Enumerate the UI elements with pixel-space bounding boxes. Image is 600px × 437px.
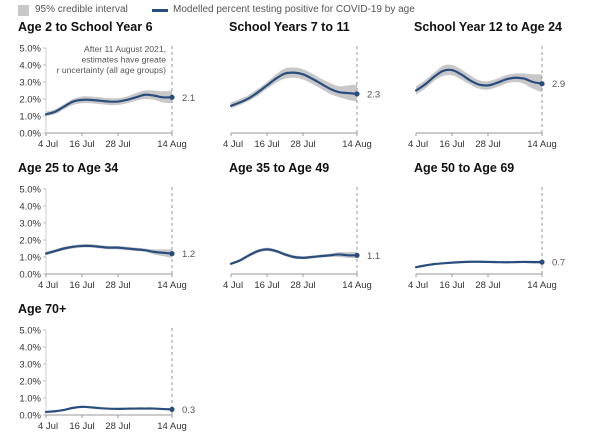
chart-panel-6: Age 50 to Age 69 4 Jul 16 Jul 28 Jul 14 Aug 0… [370,161,570,296]
x-tick-label: 28 Jul [475,139,500,150]
chart-svg: 4 Jul 16 Jul 28 Jul 14 Aug 2.3 [223,46,380,150]
x-tick-label: 16 Jul [69,139,94,150]
last-value-point [539,259,545,265]
x-tick-label: 14 Aug [527,139,557,150]
estimate-line [44,244,174,255]
chart-title: Age 2 to School Year 6 [18,20,153,34]
last-value-point [169,406,175,412]
x-tick-label: 4 Jul [408,280,428,291]
x-tick-label: 14 Aug [527,280,557,291]
y-tick-label: 4.0% [19,61,41,72]
y-tick-label: 1.0% [19,112,41,123]
legend-line-label: Modelled percent testing positive for CO… [173,4,415,15]
y-tick-label: 1.0% [19,394,41,405]
y-tick-label: 5.0% [19,185,41,196]
estimate-line [414,68,544,92]
y-tick-label: 4.0% [19,343,41,354]
last-value-point [354,91,360,97]
chart-panel-4: Age 25 to Age 34 0.0% 1.0% 2.0% 3.0% 4.0% 5.0%… [0,161,200,296]
chart-panel-1: Age 2 to School Year 6 0.0% 1.0% 2.0% 3.0% 4.… [0,20,200,155]
last-value-label: 1.1 [367,251,380,262]
y-tick-label: 3.0% [19,219,41,230]
y-tick-label: 5.0% [19,326,41,337]
estimate-line [414,260,544,269]
chart-svg: 0.0% 1.0% 2.0% 3.0% 4.0% 5.0% 4 Jul 16 Jul 28 Ju… [19,44,195,151]
chart-svg: 4 Jul 16 Jul 28 Jul 14 Aug 0.7 [408,187,565,291]
last-value-label: 2.9 [552,79,565,90]
chart-title: School Year 12 to Age 24 [414,20,562,34]
chart-panel-3: School Year 12 to Age 24 4 Jul 16 Jul 28 Ju… [370,20,570,155]
x-tick-label: 28 Jul [105,421,130,432]
x-tick-label: 4 Jul [223,139,243,150]
y-tick-label: 0.0% [19,270,41,281]
y-tick-label: 3.0% [19,360,41,371]
last-value-point [169,94,175,100]
chart-title: Age 70+ [18,302,67,316]
y-tick-label: 2.0% [19,236,41,247]
chart-svg: 4 Jul 16 Jul 28 Jul 14 Aug 2.9 [408,46,565,150]
x-tick-label: 14 Aug [342,139,372,150]
x-tick-label: 4 Jul [223,280,243,291]
credible-interval-band [231,67,357,109]
x-tick-label: 4 Jul [408,139,428,150]
chart-title: Age 35 to Age 49 [229,161,330,175]
x-tick-label: 4 Jul [38,139,58,150]
x-tick-label: 14 Aug [157,280,187,291]
last-value-label: 2.1 [182,93,195,104]
y-tick-label: 5.0% [19,44,41,55]
last-value-label: 0.7 [552,258,565,269]
y-tick-label: 0.0% [19,411,41,422]
x-tick-label: 16 Jul [439,280,464,291]
x-tick-label: 14 Aug [342,280,372,291]
x-tick-label: 16 Jul [254,280,279,291]
estimate-line [44,93,174,116]
legend-ci-label: 95% credible interval [35,4,128,15]
x-tick-label: 16 Jul [69,421,94,432]
chart-svg: 0.0% 1.0% 2.0% 3.0% 4.0% 5.0% 4 Jul 16 Jul 28 Ju… [19,326,195,433]
chart-panel-7: Age 70+ 0.0% 1.0% 2.0% 3.0% 4.0% 5.0% 4 Jul 16 J… [0,302,200,437]
x-tick-label: 16 Jul [69,280,94,291]
x-tick-label: 14 Aug [157,421,187,432]
chart-svg: 4 Jul 16 Jul 28 Jul 14 Aug 1.1 [223,187,380,291]
estimate-line [44,405,174,414]
credible-interval-band [416,64,542,95]
chart-title: Age 25 to Age 34 [18,161,119,175]
uncertainty-annotation: After 11 August 2021, estimates have grea… [57,44,167,75]
chart-svg: 0.0% 1.0% 2.0% 3.0% 4.0% 5.0% 4 Jul 16 Jul 28 Ju… [19,185,195,292]
x-tick-label: 16 Jul [439,139,464,150]
y-tick-label: 3.0% [19,78,41,89]
y-tick-label: 2.0% [19,95,41,106]
legend-ci-swatch [18,5,29,16]
x-tick-label: 4 Jul [38,421,58,432]
estimate-line [229,248,359,265]
x-tick-label: 16 Jul [254,139,279,150]
y-tick-label: 0.0% [19,129,41,140]
x-tick-label: 28 Jul [105,280,130,291]
last-value-point [169,251,175,257]
last-value-label: 1.2 [182,249,195,260]
last-value-point [539,81,545,87]
legend-line-swatch [152,9,168,12]
credible-interval-band [46,90,172,116]
y-tick-label: 2.0% [19,377,41,388]
estimate-line [229,71,359,107]
x-tick-label: 4 Jul [38,280,58,291]
x-tick-label: 14 Aug [157,139,187,150]
chart-title: Age 50 to Age 69 [414,161,515,175]
last-value-label: 0.3 [182,405,195,416]
x-tick-label: 28 Jul [475,280,500,291]
y-tick-label: 1.0% [19,253,41,264]
x-tick-label: 28 Jul [290,280,315,291]
x-tick-label: 28 Jul [290,139,315,150]
chart-panel-5: Age 35 to Age 49 4 Jul 16 Jul 28 Jul 14 Aug 1… [185,161,385,296]
chart-title: School Years 7 to 11 [229,20,350,34]
x-tick-label: 28 Jul [105,139,130,150]
chart-panel-2: School Years 7 to 11 4 Jul 16 Jul 28 Jul 14 … [185,20,385,155]
last-value-label: 2.3 [367,89,380,100]
y-tick-label: 4.0% [19,202,41,213]
credible-interval-band [46,244,172,258]
last-value-point [354,252,360,258]
